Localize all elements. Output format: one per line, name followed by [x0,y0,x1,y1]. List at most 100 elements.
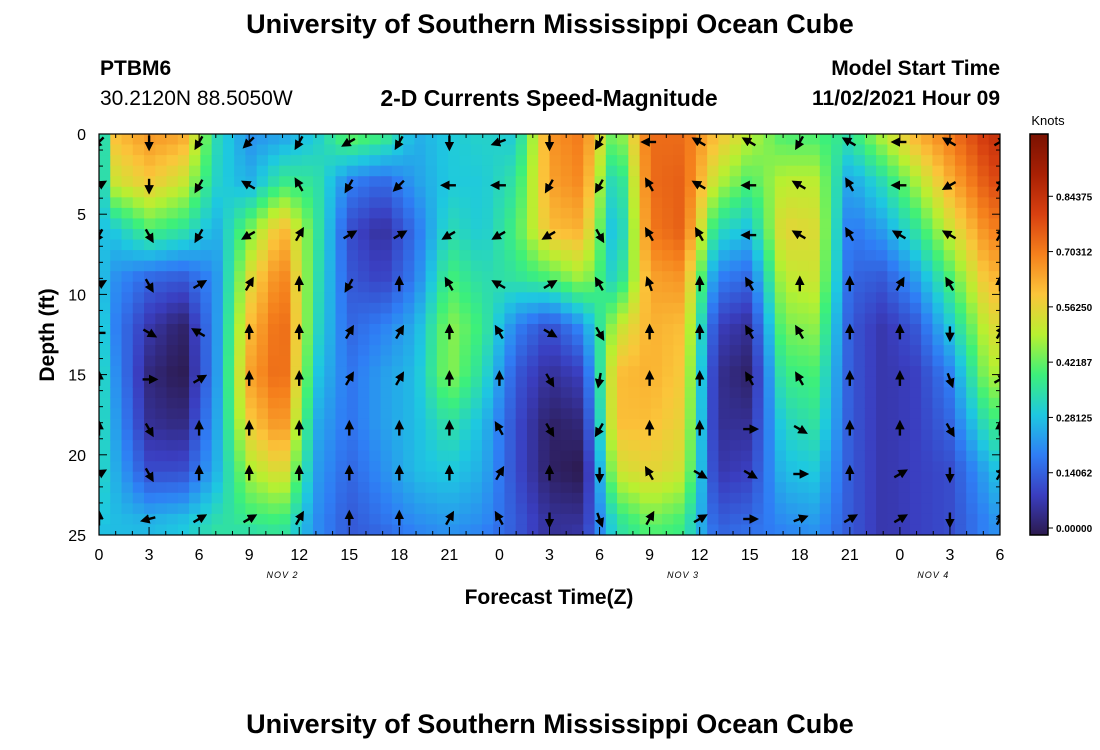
heat-cell [752,250,765,262]
heat-cell [560,302,573,314]
heat-cell [301,376,314,388]
heat-cell [662,197,674,209]
heat-cell [538,461,551,473]
heat-cell [177,387,190,399]
heat-cell [436,302,449,314]
heat-cell [876,503,888,515]
heat-cell [729,418,742,431]
heat-cell [481,292,494,304]
heat-cell [740,250,753,262]
heat-cell [572,345,584,357]
heat-cell [808,313,821,325]
heat-cell [954,513,967,526]
heat-cell [155,218,168,230]
heat-cell [549,197,562,209]
heat-cell [605,197,618,209]
heat-cell [853,207,866,220]
heat-cell [549,482,562,494]
heat-cell [977,197,990,209]
heat-cell [752,408,765,420]
heat-cell [189,207,201,220]
heat-cell [966,250,979,262]
heat-cell [707,482,720,494]
y-tick-label: 15 [68,368,86,385]
heat-cell [718,176,731,188]
heat-cell [707,323,720,336]
heat-cell [763,292,776,304]
heat-cell [470,355,483,367]
heat-cell [132,334,145,346]
heat-cell [110,471,123,483]
heat-cell [560,239,573,251]
heat-cell [977,207,990,220]
heat-cell [391,450,404,462]
heat-cell [425,334,438,346]
heat-cell [729,397,742,409]
heat-cell [189,429,201,441]
heat-cell [301,165,314,177]
heat-cell [887,387,900,399]
heat-cell [346,376,359,388]
heat-cell [358,281,370,293]
heat-cell [256,440,269,452]
heat-cell [729,186,742,198]
heat-cell [166,176,179,188]
heat-cell [504,345,517,357]
heat-cell [977,302,990,314]
heat-cell [921,408,934,420]
heat-cell [549,503,562,515]
heat-cell [628,408,641,420]
heat-cell [110,345,123,357]
heat-cell [245,323,258,336]
heat-cell [211,429,224,441]
heat-cell [718,429,731,441]
heat-cell [988,492,1000,504]
heat-cell [549,429,562,441]
heat-cell [99,440,111,452]
heat-cell [369,482,382,494]
heat-cell [234,313,247,325]
heat-cell [673,334,686,346]
heat-cell [605,429,618,441]
heat-cell [662,260,674,272]
heat-cell [650,418,663,431]
heat-cell [110,492,123,504]
heat-cell [200,450,213,462]
heat-cell [921,513,934,526]
heat-cell [819,186,832,198]
heat-cell [189,366,201,378]
heat-cell [684,366,697,378]
heat-cell [538,387,551,399]
x-tick-label: 9 [645,547,654,564]
heat-cell [831,408,843,420]
heat-cell [617,418,629,431]
heat-cell [279,418,292,431]
heat-cell [380,207,393,220]
heat-cell [312,355,325,367]
heat-cell [605,271,618,283]
heat-cell [977,313,990,325]
heat-cell [279,165,292,177]
heat-cell [684,408,697,420]
heat-cell [797,461,810,473]
heat-cell [448,471,460,483]
heat-cell [189,165,201,177]
current-vector-arrow [995,177,1000,192]
heat-cell [887,334,900,346]
heat-cell [819,228,832,241]
heat-cell [504,408,517,420]
heat-cell [977,323,990,336]
heat-cell [583,503,596,515]
heat-cell [954,492,967,504]
heat-cell [166,366,179,378]
heat-cell [312,418,325,431]
heat-cell [279,176,292,188]
heat-cell [481,207,494,220]
heat-cell [279,260,292,272]
heat-cell [504,260,517,272]
heat-cell [729,218,742,230]
heat-cell [594,429,607,441]
heat-cell [448,408,460,420]
heat-cell [335,144,348,156]
heat-cell [99,397,111,409]
